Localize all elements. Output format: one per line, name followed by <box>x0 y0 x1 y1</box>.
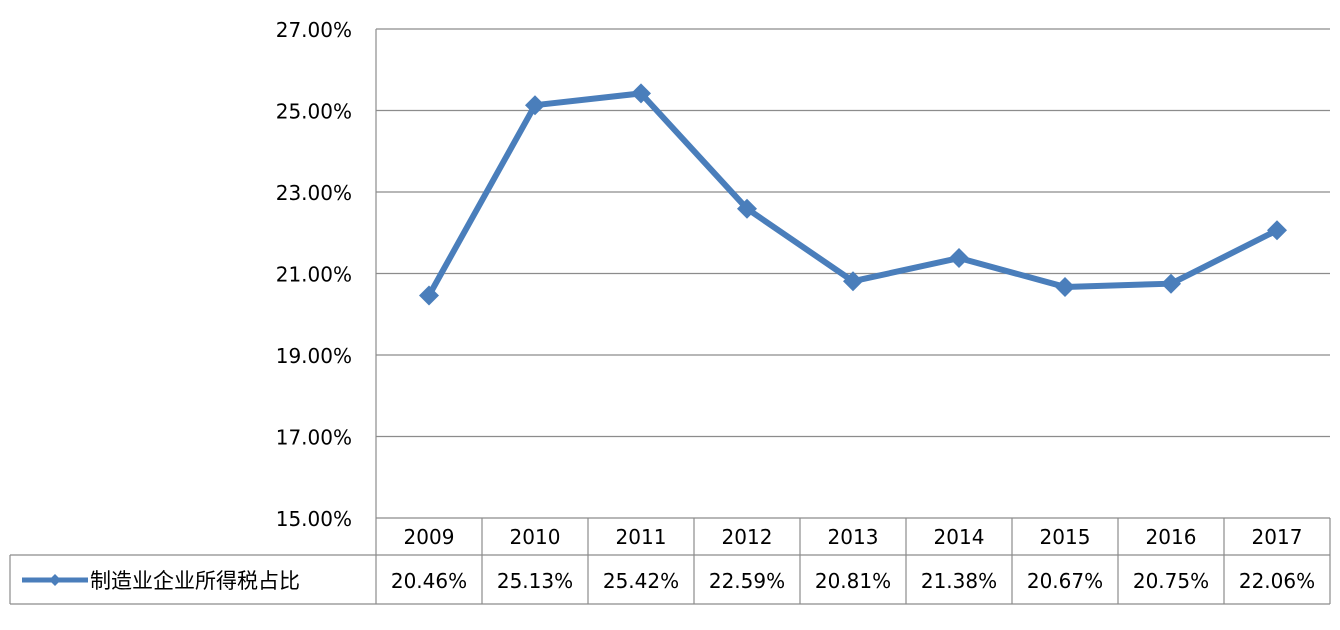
x-category-label: 2012 <box>722 525 773 549</box>
y-tick-label: 27.00% <box>276 18 352 42</box>
table-value-cell: 20.67% <box>1027 569 1103 593</box>
series-layer <box>419 83 1287 306</box>
y-tick-label: 15.00% <box>276 507 352 531</box>
table-value-cell: 20.75% <box>1133 569 1209 593</box>
x-category-label: 2015 <box>1040 525 1091 549</box>
table-value-cell: 22.06% <box>1239 569 1315 593</box>
x-category-label: 2016 <box>1146 525 1197 549</box>
data-point <box>1055 276 1075 297</box>
y-axis: 15.00% 17.00% 19.00% 21.00% 23.00% 25.00% 27.0… <box>276 18 377 604</box>
series-line <box>426 90 1280 299</box>
data-point <box>1161 273 1181 294</box>
y-tick-label: 17.00% <box>276 426 352 450</box>
table-value-cell: 25.13% <box>497 569 573 593</box>
y-tick-label: 19.00% <box>276 344 352 368</box>
table-value-cell: 20.81% <box>815 569 891 593</box>
x-category-label: 2014 <box>934 525 985 549</box>
table-value-cell: 20.46% <box>391 569 467 593</box>
y-tick-label: 21.00% <box>276 263 352 287</box>
table-value-cell: 25.42% <box>603 569 679 593</box>
legend-series-name: 制造业企业所得税占比 <box>90 569 300 593</box>
x-category-label: 2013 <box>828 525 879 549</box>
data-table: 2009 20.46% 2010 25.13% 2011 25.42% 2012 22.59%… <box>9 517 1331 605</box>
data-point <box>949 248 969 269</box>
gridlines <box>376 28 1330 438</box>
data-point <box>525 95 545 116</box>
y-tick-label: 25.00% <box>276 100 352 124</box>
x-category-label: 2009 <box>404 525 455 549</box>
data-point <box>843 271 863 292</box>
x-category-label: 2017 <box>1252 525 1303 549</box>
data-point <box>737 198 757 219</box>
data-point <box>419 285 439 306</box>
x-category-label: 2011 <box>616 525 667 549</box>
data-point <box>1267 220 1287 241</box>
table-value-cell: 21.38% <box>921 569 997 593</box>
table-value-cell: 22.59% <box>709 569 785 593</box>
legend-marker <box>49 574 61 586</box>
data-point <box>631 83 651 104</box>
x-category-label: 2010 <box>510 525 561 549</box>
y-tick-label: 23.00% <box>276 181 352 205</box>
